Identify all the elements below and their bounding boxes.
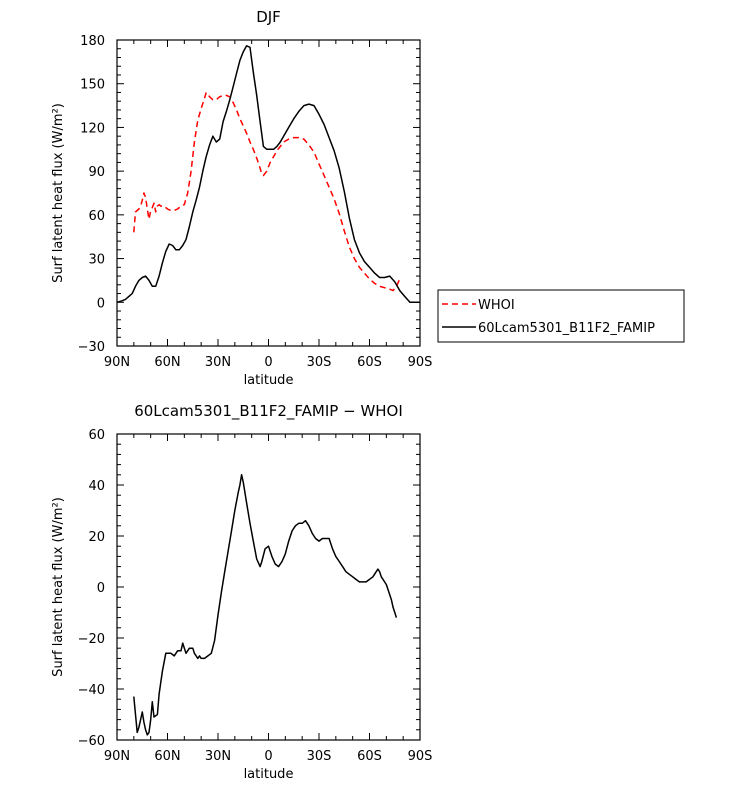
x-tick-label: 0 [264, 749, 272, 764]
x-tick-label: 60S [357, 355, 382, 370]
y-tick-label: 30 [88, 253, 105, 268]
chart-difference: 60Lcam5301_B11F2_FAMIP − WHOI 90N 60N 30N 0 3… [51, 402, 432, 782]
x-tick-label: 30S [307, 355, 332, 370]
y-tick-label: 0 [97, 581, 105, 596]
chart-djf: DJF 90N 60N 30N 0 30S 60S 90S −30 0 30 60 90 120 150 18… [51, 8, 685, 388]
y-tick-label: 20 [88, 530, 105, 545]
series-line-difference [133, 474, 398, 736]
legend: WHOI 60Lcam5301_B11F2_FAMIP [437, 289, 685, 343]
x-tick-label: 90S [408, 749, 433, 764]
legend-label: 60Lcam5301_B11F2_FAMIP [478, 321, 655, 336]
legend-label: WHOI [478, 298, 515, 313]
series-line-whoi [133, 91, 401, 292]
x-tick-label: 90N [104, 355, 130, 370]
plot-frame [116, 433, 421, 741]
series-line-60lcam5301-b11f2-famip [116, 45, 420, 304]
y-axis-label: Surf latent heat flux (W/m²) [51, 497, 66, 677]
x-tick-label: 0 [264, 355, 272, 370]
y-tick-label: 0 [97, 296, 105, 311]
x-tick-label: 60N [154, 355, 180, 370]
y-tick-label: 60 [88, 209, 105, 224]
x-tick-label: 90S [408, 355, 433, 370]
y-tick-label: −30 [78, 340, 105, 355]
x-axis-label: latitude [244, 767, 294, 782]
y-tick-label: 40 [88, 479, 105, 494]
legend-box [437, 289, 685, 343]
y-tick-label: 120 [80, 121, 105, 136]
plot-frame [116, 39, 421, 347]
x-tick-label: 60S [357, 749, 382, 764]
x-tick-label: 90N [104, 749, 130, 764]
y-tick-label: 180 [80, 34, 105, 49]
y-tick-label: −40 [78, 683, 105, 698]
chart-title: 60Lcam5301_B11F2_FAMIP − WHOI [134, 402, 403, 421]
x-tick-label: 60N [154, 749, 180, 764]
x-tick-label: 30N [205, 749, 231, 764]
x-tick-label: 30S [307, 749, 332, 764]
chart-title: DJF [256, 8, 281, 26]
y-tick-label: 150 [80, 78, 105, 93]
y-tick-label: −60 [78, 734, 105, 749]
y-tick-label: 60 [88, 428, 105, 443]
y-tick-label: 90 [88, 165, 105, 180]
y-axis-label: Surf latent heat flux (W/m²) [51, 103, 66, 283]
x-tick-label: 30N [205, 355, 231, 370]
x-axis-label: latitude [244, 373, 294, 388]
y-tick-label: −20 [78, 632, 105, 647]
